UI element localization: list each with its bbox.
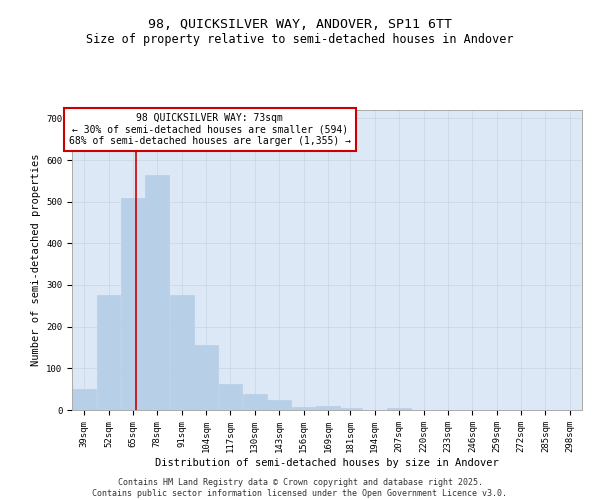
- Bar: [145, 174, 169, 410]
- Y-axis label: Number of semi-detached properties: Number of semi-detached properties: [31, 154, 41, 366]
- Bar: [338, 408, 362, 410]
- Bar: [121, 198, 145, 410]
- Text: Contains HM Land Registry data © Crown copyright and database right 2025.
Contai: Contains HM Land Registry data © Crown c…: [92, 478, 508, 498]
- Text: Size of property relative to semi-detached houses in Andover: Size of property relative to semi-detach…: [86, 32, 514, 46]
- Bar: [316, 406, 340, 410]
- Bar: [72, 389, 96, 410]
- Bar: [218, 384, 242, 410]
- Bar: [292, 406, 316, 410]
- X-axis label: Distribution of semi-detached houses by size in Andover: Distribution of semi-detached houses by …: [155, 458, 499, 468]
- Text: 98, QUICKSILVER WAY, ANDOVER, SP11 6TT: 98, QUICKSILVER WAY, ANDOVER, SP11 6TT: [148, 18, 452, 30]
- Bar: [387, 408, 411, 410]
- Bar: [97, 296, 121, 410]
- Bar: [194, 346, 218, 410]
- Bar: [243, 394, 267, 410]
- Text: 98 QUICKSILVER WAY: 73sqm
← 30% of semi-detached houses are smaller (594)
68% of: 98 QUICKSILVER WAY: 73sqm ← 30% of semi-…: [69, 113, 351, 146]
- Bar: [170, 296, 194, 410]
- Bar: [267, 400, 291, 410]
